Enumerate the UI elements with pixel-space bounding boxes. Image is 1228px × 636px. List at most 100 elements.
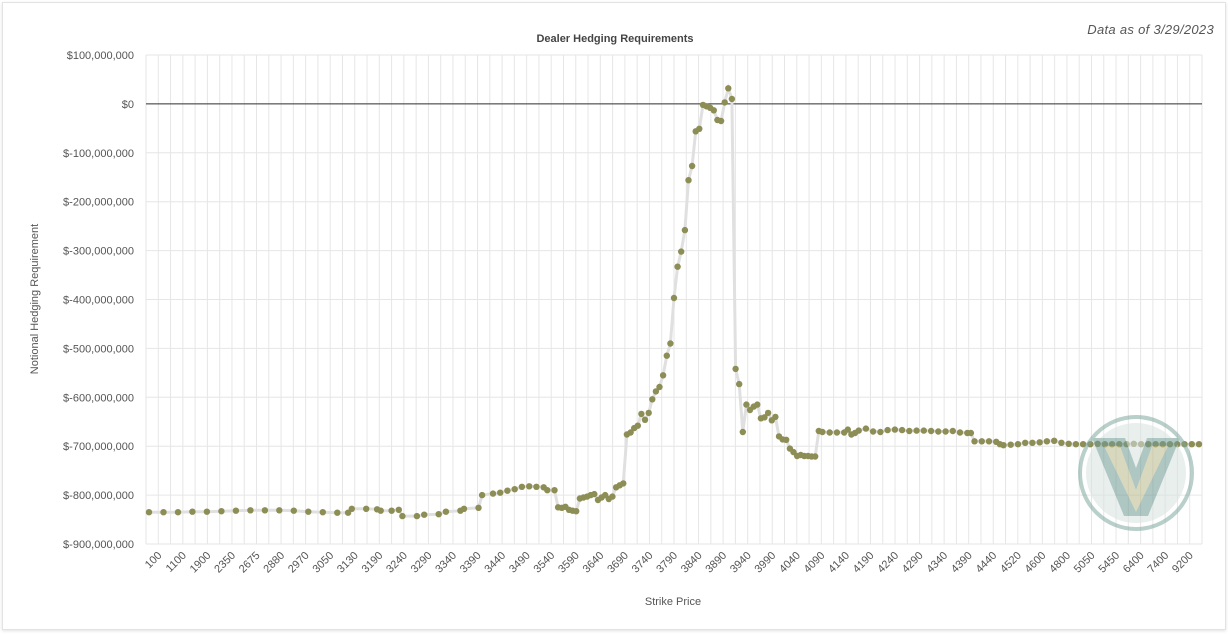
x-tick-label: 3490	[507, 550, 533, 576]
data-point	[754, 401, 761, 408]
data-point	[609, 493, 616, 500]
data-point	[1058, 439, 1065, 446]
data-point	[725, 85, 732, 92]
data-point	[641, 416, 649, 423]
data-as-of-label: Data as of 3/29/2023	[1087, 22, 1214, 37]
x-tick-label: 4440	[974, 550, 1000, 576]
x-tick-label: 3440	[482, 550, 508, 576]
data-point	[1065, 440, 1072, 447]
data-point	[460, 505, 468, 512]
data-point	[920, 427, 927, 434]
y-axis-ticks: $100,000,000 $0 $-100,000,000 $-200,000,000…	[63, 50, 134, 551]
data-point	[334, 509, 341, 516]
data-point	[348, 505, 355, 512]
data-point	[685, 177, 692, 184]
data-point	[927, 427, 935, 435]
data-point	[678, 248, 685, 255]
x-tick-label: 7400	[1145, 550, 1171, 576]
x-tick-label: 4520	[998, 550, 1024, 576]
data-point	[388, 507, 395, 514]
data-point	[1036, 439, 1043, 446]
data-point	[395, 506, 402, 513]
x-tick-label: 3050	[311, 550, 337, 576]
data-point	[819, 428, 826, 436]
x-tick-label: 5050	[1072, 550, 1098, 576]
y-tick-label: $-500,000,000	[63, 343, 134, 355]
data-point	[435, 511, 442, 518]
data-point	[363, 505, 370, 512]
x-tick-label: 3990	[753, 550, 779, 576]
data-point	[812, 453, 819, 460]
v-logo-watermark	[1078, 415, 1194, 531]
y-tick-label: $100,000,000	[67, 50, 134, 62]
data-point	[971, 438, 978, 445]
data-point	[652, 388, 660, 395]
data-point	[511, 486, 518, 493]
data-point	[659, 372, 667, 379]
y-tick-label: $-400,000,000	[63, 295, 134, 307]
y-tick-label: $-200,000,000	[63, 197, 134, 209]
data-point	[533, 483, 540, 490]
data-point	[736, 380, 743, 388]
y-tick-label: $-700,000,000	[63, 441, 134, 453]
data-point	[717, 117, 725, 125]
x-tick-label: 3340	[433, 550, 459, 576]
x-tick-label: 4240	[875, 550, 901, 576]
data-point	[1051, 437, 1058, 444]
data-point	[732, 365, 739, 373]
chart-title: Dealer Hedging Requirements	[536, 33, 693, 45]
data-point	[891, 426, 899, 433]
data-point	[967, 429, 975, 437]
data-point	[978, 438, 985, 445]
data-point	[681, 226, 689, 234]
x-tick-label: 3690	[605, 550, 631, 576]
data-point	[721, 99, 728, 106]
data-point	[855, 427, 862, 434]
data-point	[670, 294, 678, 302]
x-tick-label: 1900	[188, 550, 214, 576]
data-point	[218, 508, 225, 515]
x-tick-label: 3790	[654, 550, 680, 576]
x-tick-label: 3890	[703, 550, 729, 576]
x-tick-label: 4040	[777, 550, 803, 576]
x-tick-label: 3240	[384, 550, 410, 576]
data-point	[935, 428, 942, 435]
x-tick-label: 3290	[409, 550, 435, 576]
data-point	[145, 509, 153, 516]
x-tick-label: 3590	[556, 550, 582, 576]
data-point	[189, 508, 196, 515]
x-tick-label: 4390	[949, 550, 975, 576]
data-point	[1195, 441, 1203, 448]
data-point	[1072, 441, 1080, 448]
data-point	[1000, 442, 1007, 449]
x-tick-label: 100	[143, 550, 164, 571]
data-point	[518, 483, 526, 490]
data-point	[761, 414, 768, 421]
data-point	[1043, 438, 1051, 445]
x-tick-label: 6400	[1121, 550, 1147, 576]
data-point	[1021, 439, 1029, 446]
x-tick-label: 4090	[802, 550, 828, 576]
data-point	[638, 410, 645, 418]
y-tick-label: $-900,000,000	[63, 539, 134, 551]
data-point	[739, 428, 746, 436]
data-point	[696, 125, 703, 132]
x-tick-label: 4800	[1047, 550, 1073, 576]
x-tick-label: 4290	[900, 550, 926, 576]
data-point	[869, 428, 877, 435]
x-tick-label: 4140	[826, 550, 852, 576]
data-point	[573, 508, 580, 515]
data-point	[504, 487, 511, 494]
grid-lines	[145, 54, 1203, 545]
x-tick-label: 4340	[924, 550, 950, 576]
data-point	[620, 480, 627, 487]
x-tick-label: 9200	[1170, 550, 1196, 576]
x-tick-label: 3640	[581, 550, 607, 576]
x-tick-label: 2970	[286, 550, 312, 576]
data-point	[478, 491, 486, 499]
data-point	[551, 487, 558, 494]
data-point	[247, 507, 254, 514]
data-point	[956, 429, 964, 436]
data-point	[862, 425, 870, 432]
data-point	[174, 509, 182, 516]
